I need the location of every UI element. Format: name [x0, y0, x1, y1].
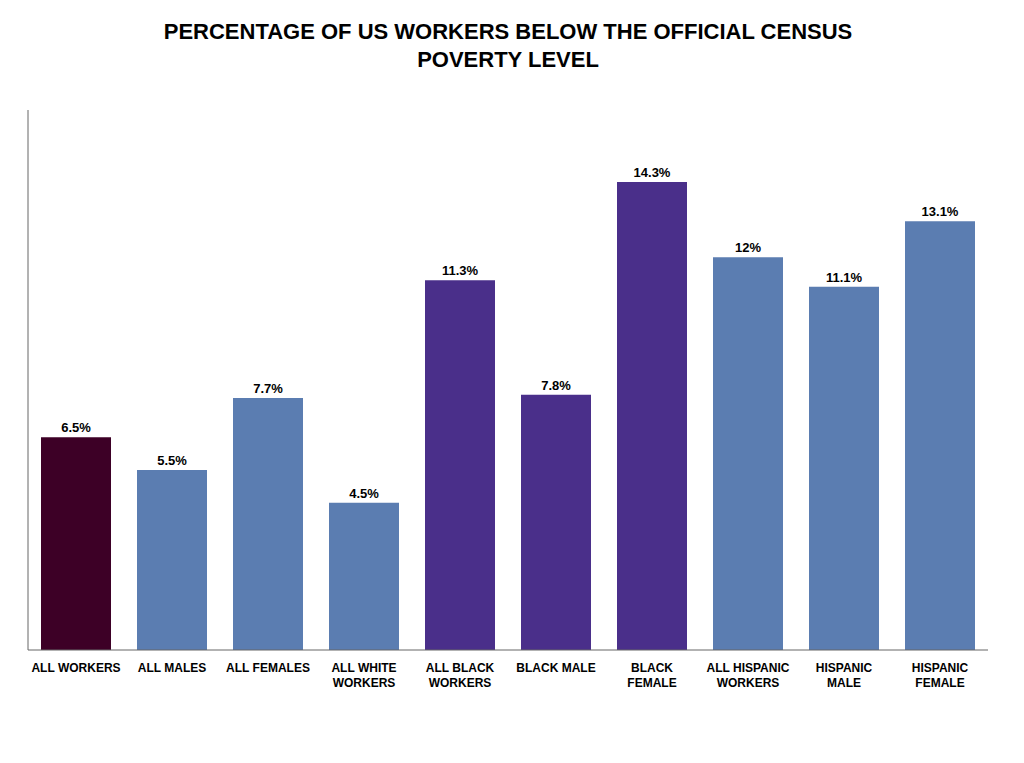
svg-text:ALL MALES: ALL MALES — [138, 661, 206, 675]
svg-text:ALL BLACKWORKERS: ALL BLACKWORKERS — [426, 661, 495, 690]
svg-text:13.1%: 13.1% — [922, 204, 959, 219]
html-text:PERCENTAGE OF US WORKERS BELOW: PERCENTAGE OF US WORKERS BELOW THE OFFIC… — [163, 19, 853, 72]
svg-text:ALL WORKERS: ALL WORKERS — [31, 661, 120, 675]
svg-text:7.8%: 7.8% — [541, 378, 571, 393]
svg-text:5.5%: 5.5% — [157, 453, 187, 468]
svg-text:BLACKFEMALE: BLACKFEMALE — [627, 661, 676, 690]
svg-text:11.3%: 11.3% — [442, 263, 479, 278]
svg-text:6.5%: 6.5% — [61, 420, 91, 435]
svg-text:HISPANICMALE: HISPANICMALE — [816, 661, 873, 690]
svg-text:4.5%: 4.5% — [349, 486, 379, 501]
svg-text:11.1%: 11.1% — [826, 270, 863, 285]
svg-text:HISPANICFEMALE: HISPANICFEMALE — [912, 661, 969, 690]
svg-text:BLACK MALE: BLACK MALE — [516, 661, 595, 675]
svg-text:ALL HISPANICWORKERS: ALL HISPANICWORKERS — [707, 661, 790, 690]
svg-text:ALL FEMALES: ALL FEMALES — [226, 661, 310, 675]
svg-text:12%: 12% — [735, 240, 761, 255]
svg-text:ALL WHITEWORKERS: ALL WHITEWORKERS — [331, 661, 396, 690]
svg-text:14.3%: 14.3% — [634, 165, 671, 180]
svg-text:7.7%: 7.7% — [253, 381, 283, 396]
